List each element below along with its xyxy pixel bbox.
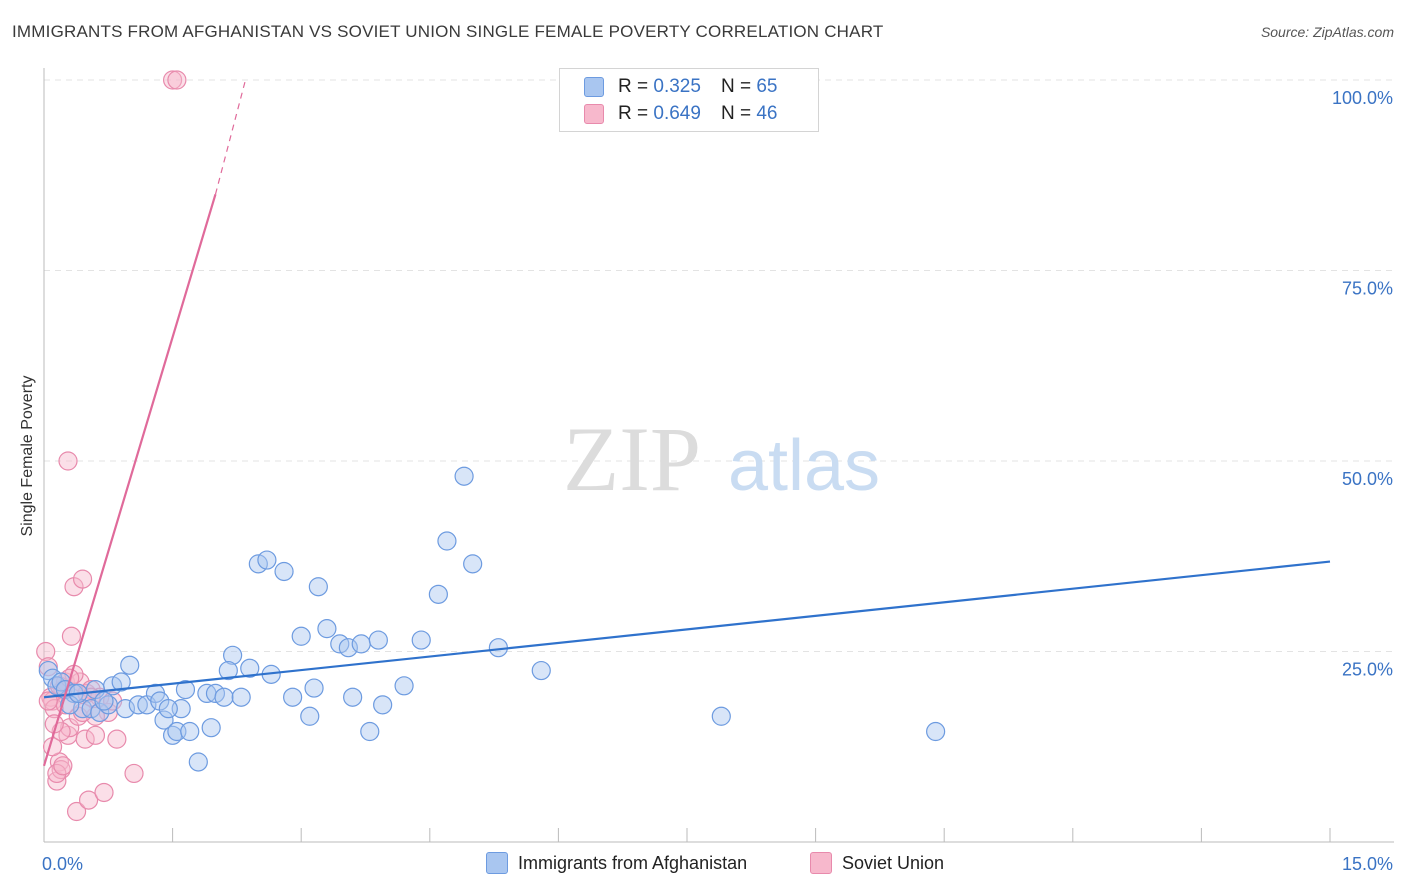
afghanistan-point — [120, 655, 140, 675]
tick-labels: 25.0% 50.0% 75.0% 100.0% 0.0% 15.0% — [42, 88, 1393, 874]
afghanistan-point — [283, 687, 303, 707]
watermark: ZIP atlas — [563, 408, 880, 510]
afghanistan-point — [317, 619, 337, 639]
legend-r-label: R = — [618, 76, 649, 97]
legend-r-value: 0.325 — [653, 76, 701, 97]
soviet-union-point — [167, 70, 187, 90]
legend-item-soviet: Soviet Union — [810, 852, 944, 874]
afghanistan-point — [154, 710, 174, 730]
afghanistan-point — [175, 679, 196, 700]
source-label: Source: ZipAtlas.com — [1260, 24, 1394, 40]
series-legend: Immigrants from Afghanistan Soviet Union — [0, 852, 1406, 878]
soviet-union-point — [36, 641, 56, 662]
soviet-union-point — [78, 790, 99, 810]
legend-swatch-blue — [584, 77, 604, 97]
afghanistan-point — [304, 678, 324, 698]
afghanistan-points — [38, 466, 946, 772]
afghanistan-point — [531, 660, 551, 681]
grid-lines — [44, 79, 1394, 652]
soviet-union-point — [124, 763, 144, 784]
afghanistan-point — [180, 721, 200, 742]
afghanistan-point — [201, 718, 221, 738]
legend-label-afghanistan: Immigrants from Afghanistan — [518, 852, 748, 873]
legend-swatch-pink — [584, 104, 604, 124]
afghanistan-point — [158, 699, 178, 719]
afghanistan-point — [111, 672, 131, 692]
y-tick-label: 25.0% — [1342, 660, 1393, 680]
trend-lines — [42, 79, 1331, 767]
afghanistan-point — [454, 466, 474, 486]
afghanistan-point — [291, 626, 311, 646]
y-tick-label: 50.0% — [1342, 469, 1393, 489]
afghanistan-point — [223, 645, 243, 665]
y-tick-label: 75.0% — [1342, 279, 1393, 299]
afghanistan-point — [308, 577, 328, 597]
soviet-trend-extension — [214, 79, 247, 195]
afghanistan-trend-line — [43, 560, 1331, 699]
watermark-atlas: atlas — [728, 426, 880, 506]
legend-label-soviet: Soviet Union — [842, 852, 945, 873]
afghanistan-point — [115, 699, 136, 719]
soviet-union-point — [163, 70, 183, 90]
afghanistan-point — [188, 752, 208, 772]
legend-row-afghanistan: R = 0.325 N = 65 — [584, 75, 777, 99]
afghanistan-point — [218, 660, 238, 681]
soviet-union-point — [94, 782, 114, 803]
x-tick-label-left: 0.0% — [42, 854, 83, 874]
soviet-trend-line — [42, 193, 217, 767]
soviet-union-point — [58, 451, 78, 471]
afghanistan-point — [437, 531, 457, 551]
legend-swatch-blue — [486, 852, 508, 874]
legend-r-label: R = — [618, 103, 649, 124]
afghanistan-point — [338, 638, 358, 658]
afghanistan-point — [373, 695, 393, 715]
legend-item-afghanistan: Immigrants from Afghanistan — [486, 852, 747, 874]
watermark-zip: ZIP — [563, 408, 701, 510]
legend-n-value: 65 — [756, 76, 778, 97]
afghanistan-point — [428, 584, 448, 604]
soviet-union-point — [61, 626, 82, 646]
soviet-union-point — [85, 725, 106, 745]
afghanistan-point — [360, 721, 380, 742]
afghanistan-point — [257, 550, 277, 570]
legend-n-label: N = — [720, 103, 752, 124]
soviet-union-point — [107, 729, 127, 749]
afghanistan-point — [351, 634, 371, 654]
legend-r-value: 0.649 — [653, 103, 701, 124]
afghanistan-point — [926, 721, 946, 742]
afghanistan-point — [300, 706, 320, 726]
afghanistan-point — [214, 687, 234, 707]
legend-n-value: 46 — [756, 103, 778, 124]
afghanistan-point — [711, 706, 731, 726]
soviet-union-point — [66, 801, 87, 822]
legend-n-label: N = — [720, 76, 752, 97]
legend-row-soviet: R = 0.649 N = 46 — [584, 102, 777, 126]
chart-title: IMMIGRANTS FROM AFGHANISTAN VS SOVIET UN… — [12, 22, 884, 41]
afghanistan-point — [411, 630, 431, 650]
soviet-union-point — [72, 569, 93, 589]
afghanistan-point — [94, 691, 114, 711]
afghanistan-point — [463, 554, 483, 574]
soviet-union-point — [53, 756, 73, 776]
x-tick-label-right: 15.0% — [1342, 854, 1393, 874]
afghanistan-point — [343, 687, 363, 707]
correlation-legend: R = 0.325 N = 65 R = 0.649 N = 46 — [559, 68, 819, 132]
legend-swatch-pink — [810, 852, 832, 874]
y-tick-label: 100.0% — [1332, 88, 1393, 108]
axes — [43, 68, 1394, 843]
afghanistan-point — [274, 561, 294, 582]
soviet-union-point — [47, 763, 67, 784]
afghanistan-point — [394, 676, 414, 696]
soviet-union-point — [75, 729, 95, 749]
afghanistan-point — [368, 630, 388, 650]
afghanistan-point — [240, 658, 260, 678]
afghanistan-point — [231, 687, 251, 707]
